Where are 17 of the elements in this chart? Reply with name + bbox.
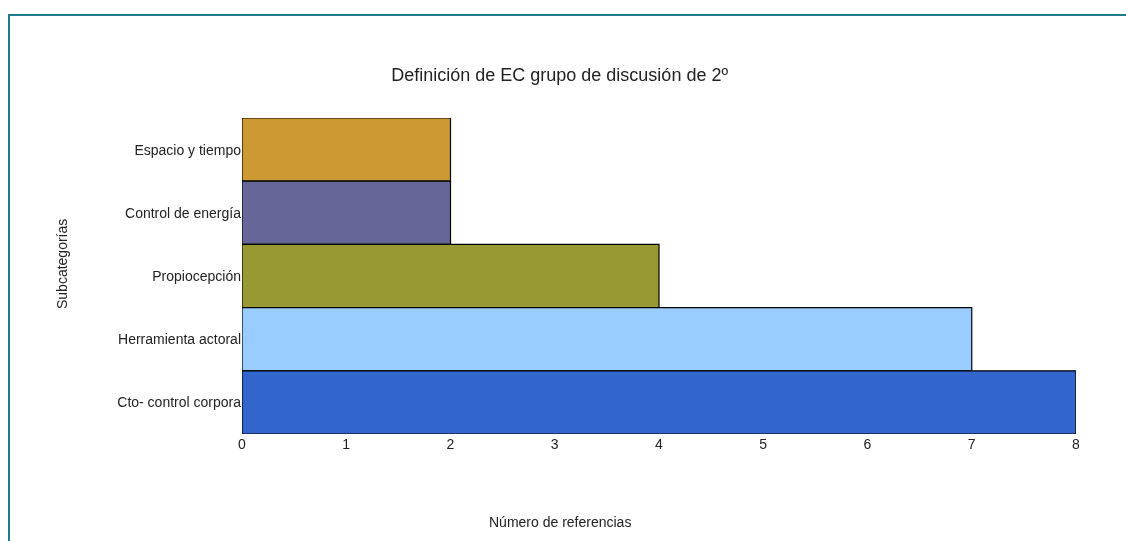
x-tick-label: 2 [446,436,455,452]
chart-title: Definición de EC grupo de discusión de 2º [391,65,729,86]
y-tick-label: Cto- control corpora [117,394,242,411]
x-tick-label: 4 [655,436,664,452]
x-tick-label: 6 [863,436,872,452]
x-tick-label: 0 [238,436,247,452]
x-axis-title: Número de referencias [489,514,632,530]
y-axis-title: Subcategorías [54,218,70,309]
x-tick-label: 8 [1072,436,1081,452]
y-tick-label: Control de energía [125,204,242,221]
y-tick-label: Propiocepción [152,267,241,284]
x-tick-label: 3 [550,436,559,452]
x-tick-label: 5 [759,436,768,452]
x-tick-label: 7 [967,436,976,452]
y-tick-label: Espacio y tiempo [134,141,242,158]
x-tick-label: 1 [342,436,351,452]
y-tick-label: Herramienta actoral [118,331,241,348]
